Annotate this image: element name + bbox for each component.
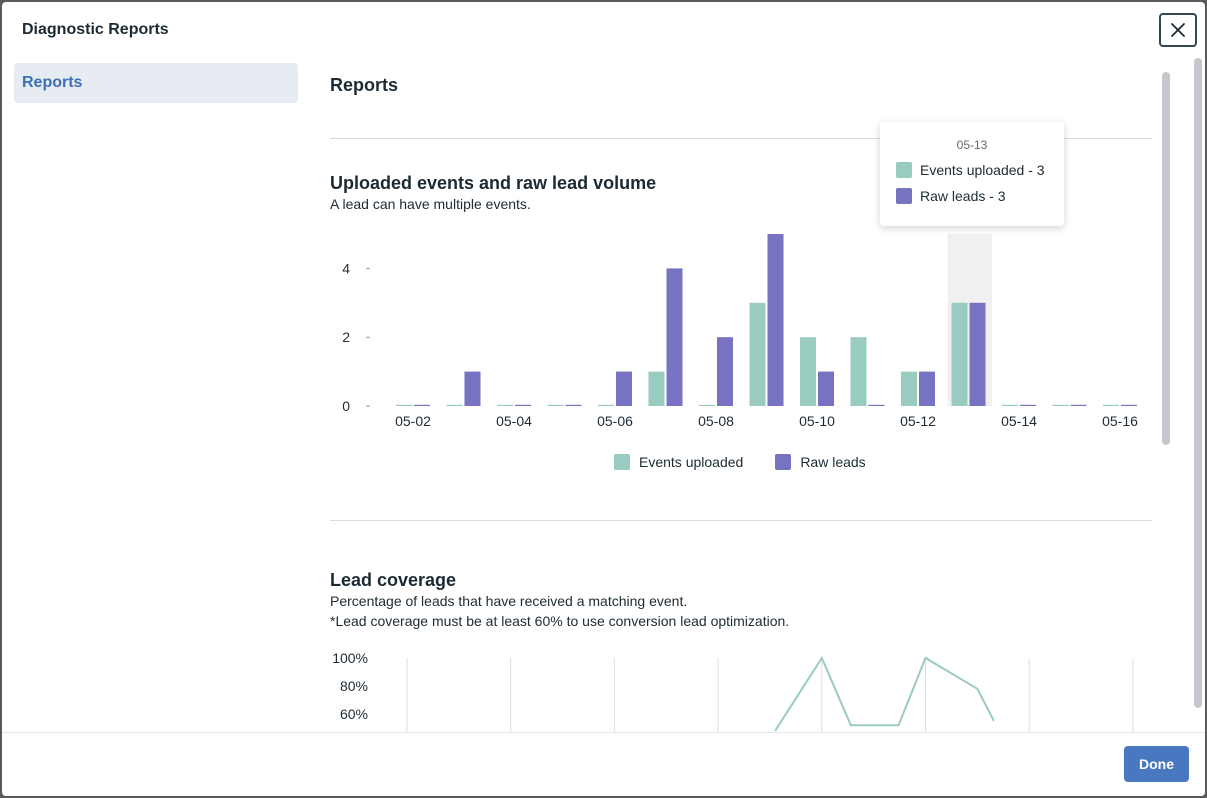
close-icon xyxy=(1171,23,1185,37)
bar-leads[interactable] xyxy=(868,404,885,406)
close-button[interactable] xyxy=(1159,13,1197,47)
bar-events[interactable] xyxy=(598,404,614,406)
x-tick-label: 05-08 xyxy=(698,413,734,429)
bar-leads[interactable] xyxy=(565,404,582,406)
bar-leads[interactable] xyxy=(919,371,935,406)
legend-item-leads[interactable]: Raw leads xyxy=(775,454,866,470)
y-tick-label: 100% xyxy=(332,650,368,666)
bar-leads[interactable] xyxy=(414,404,430,406)
dialog-title: Diagnostic Reports xyxy=(22,21,169,38)
bar-events[interactable] xyxy=(901,371,917,406)
done-button[interactable]: Done xyxy=(1124,746,1189,782)
x-tick-label: 05-14 xyxy=(1001,413,1037,429)
bar-leads[interactable] xyxy=(464,371,481,406)
bar-events[interactable] xyxy=(1052,404,1069,406)
bar-events[interactable] xyxy=(699,404,715,406)
bar-chart[interactable]: 0 2 4 05-02 05-04 05-06 05-08 05-10 05-12 05-14 05… xyxy=(330,228,1152,438)
tooltip-leads-label: Raw leads - 3 xyxy=(920,188,1006,204)
section-subtitle: Percentage of leads that have received a… xyxy=(330,593,688,609)
divider xyxy=(330,520,1152,521)
bar-leads[interactable] xyxy=(616,371,632,406)
bar-events[interactable] xyxy=(648,371,665,406)
coverage-line[interactable] xyxy=(774,655,995,732)
x-tick-label: 05-06 xyxy=(597,413,633,429)
bar-leads[interactable] xyxy=(1020,404,1036,406)
x-tick-label: 05-02 xyxy=(395,413,431,429)
sidebar-item-label: Reports xyxy=(22,74,83,91)
tooltip-swatch xyxy=(896,188,912,204)
legend-swatch xyxy=(775,454,792,470)
tooltip-row-events: Events uploaded - 3 xyxy=(896,162,1048,178)
bar-events[interactable] xyxy=(1002,404,1018,406)
section-subtitle: A lead can have multiple events. xyxy=(330,196,531,212)
tooltip-swatch xyxy=(896,162,912,178)
x-tick-label: 05-12 xyxy=(900,413,936,429)
bar-events[interactable] xyxy=(396,404,412,406)
x-tick-label: 05-10 xyxy=(799,413,835,429)
bar-leads[interactable] xyxy=(1070,404,1087,406)
tooltip-events-label: Events uploaded - 3 xyxy=(920,162,1045,178)
legend-label: Events uploaded xyxy=(639,454,744,470)
content-scrollbar[interactable] xyxy=(1162,72,1170,445)
dialog-scrollbar[interactable] xyxy=(1194,58,1202,708)
y-tick-label: 0 xyxy=(342,398,350,414)
y-tick-label: 4 xyxy=(342,260,350,276)
tooltip-date: 05-13 xyxy=(956,138,988,152)
chart-tooltip: 05-13 Events uploaded - 3 Raw leads - 3 xyxy=(880,122,1064,226)
divider xyxy=(330,138,1152,139)
bar-events[interactable] xyxy=(800,337,816,406)
section-title: Uploaded events and raw lead volume xyxy=(330,173,657,193)
bar-events[interactable] xyxy=(446,404,463,406)
sidebar-item-reports[interactable]: Reports xyxy=(14,63,298,103)
bar-events[interactable] xyxy=(547,404,564,406)
bar-events[interactable] xyxy=(850,337,867,406)
page-title: Reports xyxy=(330,75,399,95)
bar-leads[interactable] xyxy=(767,234,784,406)
bar-leads[interactable] xyxy=(515,404,531,406)
tooltip-row-leads: Raw leads - 3 xyxy=(896,188,1048,204)
reports-content[interactable]: Reports Uploaded events and raw lead vol… xyxy=(330,58,1154,732)
y-tick-label: 2 xyxy=(342,329,350,345)
x-tick-label: 05-04 xyxy=(496,413,532,429)
bar-events[interactable] xyxy=(1103,404,1119,406)
y-tick-label: 60% xyxy=(340,706,368,722)
legend-label: Raw leads xyxy=(800,454,866,470)
legend-swatch xyxy=(614,454,630,470)
bar-leads[interactable] xyxy=(717,337,733,406)
section-note: *Lead coverage must be at least 60% to u… xyxy=(330,613,790,629)
bar-leads[interactable] xyxy=(1121,404,1137,406)
section-title: Lead coverage xyxy=(330,570,457,590)
bar-events[interactable] xyxy=(951,302,968,406)
chart-legend: Events uploaded Raw leads xyxy=(614,454,866,470)
bar-leads[interactable] xyxy=(969,302,986,406)
line-chart[interactable]: 100% 80% 60% xyxy=(330,648,1152,732)
y-tick-label: 80% xyxy=(340,678,368,694)
legend-item-events[interactable]: Events uploaded xyxy=(614,454,743,470)
dialog-footer: Done xyxy=(2,732,1205,796)
bar-events[interactable] xyxy=(749,302,766,406)
bar-leads[interactable] xyxy=(818,371,834,406)
bar-leads[interactable] xyxy=(666,268,683,406)
x-tick-label: 05-16 xyxy=(1102,413,1138,429)
bar-events[interactable] xyxy=(497,404,513,406)
